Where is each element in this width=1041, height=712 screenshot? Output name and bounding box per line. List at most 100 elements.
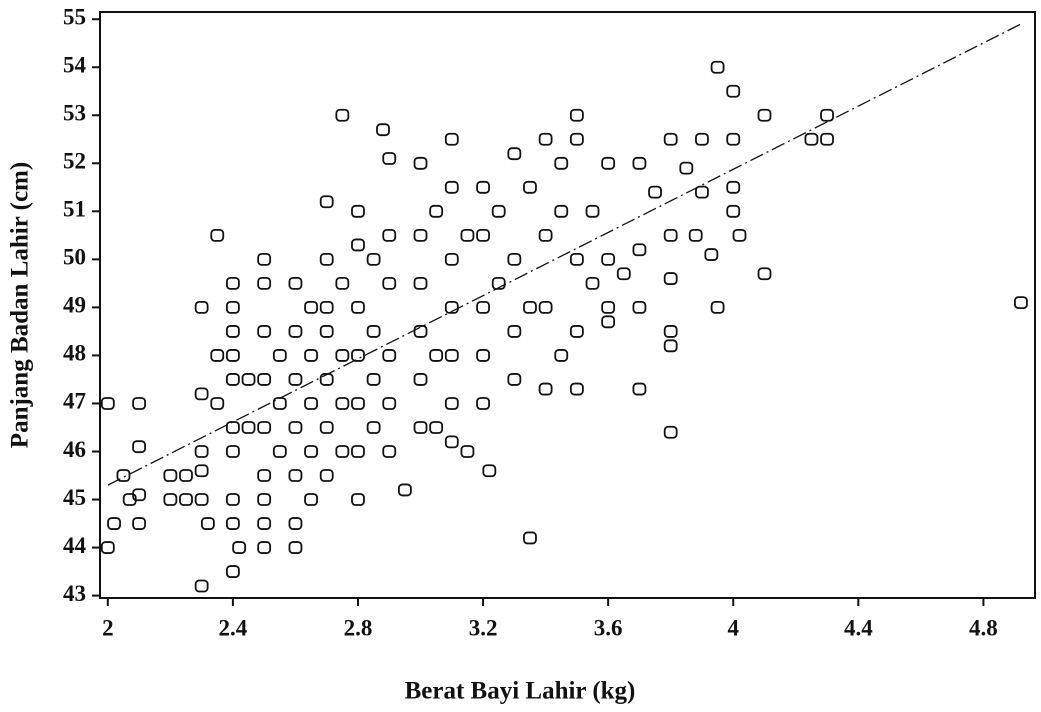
point (444, 349, 459, 362)
point (632, 382, 647, 396)
point (585, 204, 600, 218)
point (726, 180, 741, 194)
point (272, 445, 287, 458)
point (476, 180, 490, 194)
x-tick-label: 2.4 (219, 615, 248, 640)
point (304, 349, 318, 362)
point (491, 204, 506, 218)
point (351, 493, 365, 506)
point (132, 397, 146, 410)
point (304, 445, 318, 458)
point (304, 493, 318, 506)
point (257, 421, 272, 434)
point (804, 132, 819, 146)
point (632, 301, 647, 314)
point (319, 421, 334, 434)
point (226, 565, 240, 578)
point (272, 349, 287, 362)
point (507, 147, 522, 161)
point (272, 397, 287, 410)
point (257, 276, 272, 290)
point (116, 469, 131, 482)
point (226, 421, 240, 434)
point (429, 421, 444, 434)
point (319, 469, 334, 482)
point (601, 252, 616, 266)
y-axis-label: Panjang Badan Lahir (cm) (7, 162, 34, 448)
point (569, 252, 584, 266)
point (710, 301, 725, 314)
point (569, 382, 584, 396)
point (319, 301, 334, 314)
point (413, 156, 428, 170)
point (210, 349, 225, 362)
point (288, 373, 303, 386)
point (632, 156, 647, 170)
point (476, 397, 490, 410)
point (132, 440, 146, 454)
point (351, 397, 365, 410)
point (366, 252, 381, 266)
point (679, 161, 694, 175)
point (538, 228, 553, 242)
point (132, 517, 146, 530)
point (482, 464, 497, 478)
point (257, 493, 272, 506)
point (351, 238, 365, 252)
point (663, 132, 678, 146)
y-tick-label: 51 (63, 197, 86, 222)
point (382, 397, 397, 410)
point (648, 185, 662, 199)
point (200, 517, 215, 530)
trend-line (107, 23, 1022, 486)
point (538, 301, 553, 314)
point (726, 84, 741, 98)
point (704, 248, 719, 261)
point (663, 325, 678, 338)
y-tick-label: 50 (63, 245, 86, 270)
point (569, 108, 584, 122)
y-tick-label: 53 (63, 101, 86, 126)
point (335, 276, 350, 290)
point (257, 517, 272, 530)
point (444, 132, 459, 146)
point (194, 387, 209, 401)
y-tick-label: 44 (63, 533, 87, 558)
point (288, 469, 303, 482)
point (444, 180, 459, 194)
point (429, 349, 444, 362)
point (382, 445, 397, 458)
point (585, 276, 600, 290)
point (351, 301, 365, 314)
point (288, 325, 303, 338)
point (413, 276, 428, 290)
point (132, 488, 146, 502)
point (382, 152, 397, 165)
point (632, 243, 647, 257)
point (351, 445, 365, 458)
point (429, 204, 444, 218)
point (179, 469, 193, 482)
point (695, 132, 709, 146)
point (319, 195, 334, 209)
point (538, 382, 553, 396)
point (413, 325, 428, 338)
point (444, 397, 459, 410)
point (444, 301, 459, 314)
point (179, 493, 193, 506)
point (523, 180, 537, 194)
point (688, 228, 703, 242)
y-tick-label: 55 (63, 4, 86, 29)
point (226, 493, 240, 506)
y-tick-label: 47 (63, 389, 86, 414)
point (616, 267, 631, 281)
point (366, 325, 381, 338)
y-tick-label: 49 (63, 293, 86, 318)
point (194, 493, 209, 506)
point (376, 123, 390, 137)
point (304, 301, 318, 314)
point (569, 132, 584, 146)
point (413, 421, 428, 434)
point (601, 156, 616, 170)
point (732, 228, 747, 242)
